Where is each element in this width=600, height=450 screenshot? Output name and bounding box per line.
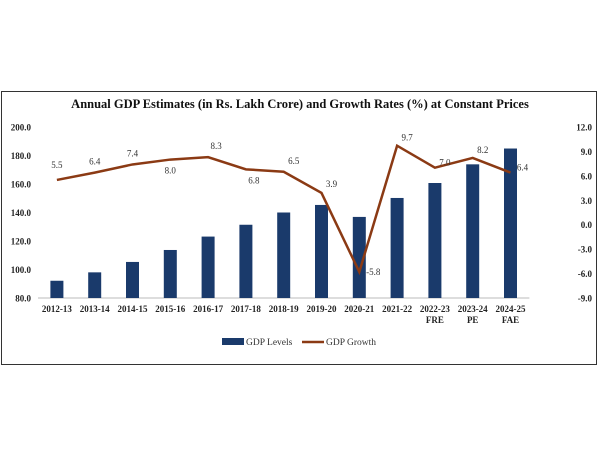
x-tick-label: 2015-16 <box>155 304 185 314</box>
x-tick-label: 2017-18 <box>231 304 261 314</box>
y-left-tick-label: 100.0 <box>11 265 32 275</box>
legend-label-gdp-growth: GDP Growth <box>326 338 376 348</box>
data-label-growth: 6.4 <box>517 163 529 173</box>
chart-title: Annual GDP Estimates (in Rs. Lakh Crore)… <box>71 97 529 111</box>
legend-label-gdp-levels: GDP Levels <box>246 338 293 348</box>
bar-gdp-level <box>126 261 139 298</box>
bar-gdp-level <box>163 249 177 298</box>
bar-gdp-level <box>239 224 253 298</box>
y-right-tick-label: 9.0 <box>581 147 593 157</box>
legend-swatch-gdp-levels <box>222 338 244 345</box>
x-tick-label: 2023-24 <box>458 304 488 314</box>
y-right-tick-label: 12.0 <box>576 123 592 133</box>
bar-gdp-level <box>428 183 442 298</box>
y-left-tick-label: 200.0 <box>11 123 32 133</box>
data-label-growth: 3.9 <box>326 179 338 189</box>
y-left-tick-label: 140.0 <box>11 208 32 218</box>
bar-gdp-level <box>390 197 404 298</box>
y-right-tick-label: 0.0 <box>581 220 593 230</box>
bar-gdp-level <box>352 216 366 298</box>
x-tick-label: 2019-20 <box>307 304 337 314</box>
x-tick-label: FAE <box>502 315 519 325</box>
x-tick-label: 2021-22 <box>382 304 412 314</box>
data-label-growth: 6.8 <box>248 175 260 185</box>
y-right-tick-label: -9.0 <box>578 294 593 304</box>
data-label-growth: 7.0 <box>439 158 451 168</box>
data-label-growth: 9.7 <box>401 133 413 143</box>
y-right-tick-label: -6.0 <box>578 269 593 279</box>
bar-gdp-level <box>315 204 328 298</box>
data-label-growth: 8.0 <box>165 166 177 176</box>
y-right-tick-label: 6.0 <box>581 171 593 181</box>
y-right-tick-label: 3.0 <box>581 196 593 206</box>
data-label-growth: 5.5 <box>51 160 63 170</box>
y-left-tick-label: 160.0 <box>11 180 32 190</box>
x-tick-label: 2014-15 <box>118 304 148 314</box>
line-gdp-growth <box>56 143 511 276</box>
bar-gdp-level <box>277 212 291 298</box>
y-left-tick-label: 180.0 <box>11 151 32 161</box>
y-left-tick-label: 80.0 <box>15 294 31 304</box>
data-label-growth: -5.8 <box>366 267 381 277</box>
x-tick-label: 2018-19 <box>269 304 299 314</box>
x-tick-label: PE <box>467 315 479 325</box>
x-tick-label: 2020-21 <box>344 304 374 314</box>
data-label-growth: 7.4 <box>127 148 139 158</box>
x-tick-label: 2013-14 <box>80 304 110 314</box>
chart-frame <box>1 91 597 365</box>
y-right-tick-label: -3.0 <box>578 245 593 255</box>
x-tick-label: FRE <box>426 315 444 325</box>
bar-gdp-level <box>50 280 64 298</box>
x-tick-label: 2012-13 <box>42 304 72 314</box>
bar-gdp-level <box>201 236 215 298</box>
x-tick-label: 2024-25 <box>496 304 526 314</box>
data-label-growth: 6.5 <box>288 156 300 166</box>
bar-gdp-level <box>504 148 517 298</box>
data-label-growth: 6.4 <box>89 157 101 167</box>
bar-gdp-level <box>466 164 480 298</box>
x-tick-label: 2016-17 <box>193 304 223 314</box>
data-label-growth: 8.3 <box>210 141 222 151</box>
data-label-growth: 8.2 <box>477 145 488 155</box>
y-left-tick-label: 120.0 <box>11 237 32 247</box>
bar-gdp-level <box>88 272 102 298</box>
x-tick-label: 2022-23 <box>420 304 450 314</box>
